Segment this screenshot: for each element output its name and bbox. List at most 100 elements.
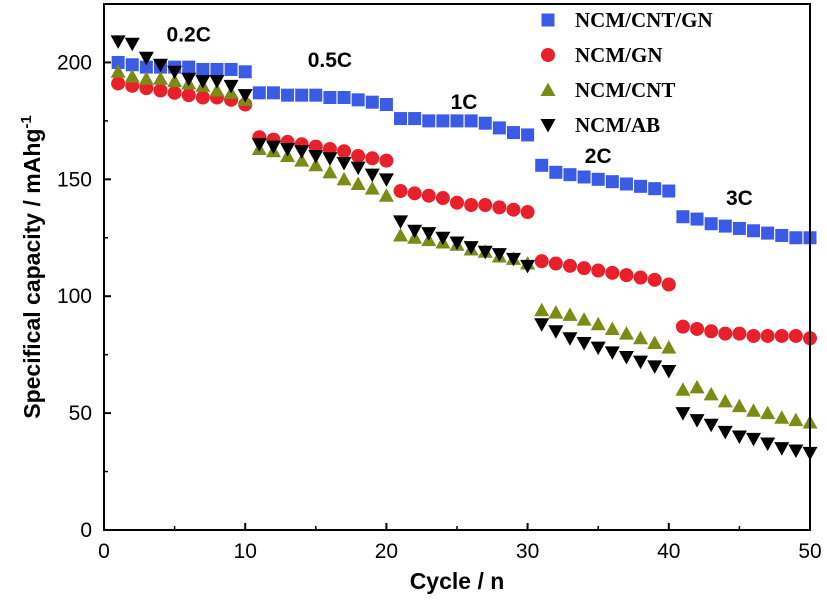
data-point xyxy=(562,332,578,346)
data-point xyxy=(323,91,337,105)
data-point xyxy=(746,403,762,417)
data-point xyxy=(604,321,620,335)
data-point xyxy=(450,195,464,210)
data-point xyxy=(703,386,719,401)
data-point xyxy=(576,336,592,351)
data-point xyxy=(196,62,210,76)
data-point xyxy=(351,93,365,107)
data-point xyxy=(152,58,168,73)
data-point xyxy=(634,179,648,193)
data-point xyxy=(591,172,605,186)
data-point xyxy=(224,62,238,76)
data-point xyxy=(520,205,535,220)
data-point xyxy=(378,188,394,202)
data-point xyxy=(365,95,379,109)
data-point xyxy=(703,418,719,433)
data-point xyxy=(718,219,732,233)
data-point xyxy=(788,412,804,427)
data-point xyxy=(534,302,550,317)
data-point xyxy=(223,79,239,94)
data-point xyxy=(436,114,450,128)
data-point xyxy=(689,414,705,428)
data-point xyxy=(153,83,168,98)
legend-item: NCM/AB xyxy=(540,113,660,137)
data-point xyxy=(633,330,649,345)
data-point xyxy=(675,319,690,334)
y-axis-title-superscript: -1 xyxy=(18,115,35,128)
rate-label: 1C xyxy=(451,91,478,114)
data-point xyxy=(746,432,762,447)
data-point xyxy=(350,161,366,176)
data-point xyxy=(520,259,536,274)
data-point xyxy=(393,227,409,242)
data-point xyxy=(110,64,126,78)
legend-label: NCM/CNT xyxy=(575,78,675,102)
data-point xyxy=(407,186,422,201)
data-point xyxy=(732,221,746,235)
axes-layer: 0 10 20 30 40 50 0 50 100 150 200 xyxy=(57,51,822,563)
data-point xyxy=(618,351,634,365)
data-point xyxy=(661,365,677,379)
data-point xyxy=(167,85,182,100)
data-point xyxy=(618,326,634,340)
data-point xyxy=(690,321,705,336)
y-axis-title: Specifical capacity / mAhg-1 xyxy=(18,115,45,419)
data-point xyxy=(365,151,380,166)
data-point xyxy=(238,65,252,79)
data-point xyxy=(195,90,210,105)
legend-marker xyxy=(540,119,556,133)
legend-label: NCM/CNT/GN xyxy=(575,8,713,32)
data-point xyxy=(563,168,577,182)
series-triangle-down xyxy=(110,35,818,461)
data-point xyxy=(562,258,577,273)
legend-item: NCM/GN xyxy=(541,43,663,67)
data-point xyxy=(717,393,733,408)
x-tick-label: 50 xyxy=(798,540,821,563)
series-circle xyxy=(111,76,817,346)
data-point xyxy=(534,318,550,332)
data-point xyxy=(251,138,267,152)
data-point xyxy=(182,60,196,74)
data-point xyxy=(747,224,761,238)
rate-label: 0.5C xyxy=(308,49,352,72)
data-point xyxy=(336,171,352,186)
data-point xyxy=(675,407,691,421)
data-point xyxy=(252,86,266,100)
data-point xyxy=(505,252,521,267)
data-point xyxy=(364,181,380,195)
data-point xyxy=(124,68,140,83)
data-point xyxy=(421,227,437,241)
data-point xyxy=(308,157,324,172)
y-tick-label: 150 xyxy=(57,168,92,191)
data-point xyxy=(364,168,380,183)
x-tick-label: 10 xyxy=(234,540,257,563)
data-point xyxy=(394,112,408,126)
data-point xyxy=(167,65,183,80)
legend-item: NCM/CNT xyxy=(540,78,675,102)
data-point xyxy=(492,121,506,135)
y-tick-label: 200 xyxy=(57,51,92,74)
data-point xyxy=(506,202,521,217)
rate-label: 0.2C xyxy=(167,23,211,46)
data-point xyxy=(760,437,776,452)
data-point xyxy=(633,270,648,285)
data-point xyxy=(378,173,394,187)
data-point xyxy=(746,328,761,343)
data-point xyxy=(111,76,126,91)
data-point xyxy=(322,164,338,179)
data-point xyxy=(775,228,789,242)
data-point xyxy=(124,37,140,52)
data-point xyxy=(577,170,591,184)
data-point xyxy=(675,382,691,396)
data-point xyxy=(506,126,520,140)
data-point xyxy=(718,326,733,341)
data-point xyxy=(379,98,393,112)
data-point xyxy=(731,430,747,444)
y-tick-label: 100 xyxy=(57,285,92,308)
data-point xyxy=(534,254,549,269)
data-point xyxy=(548,305,564,319)
data-point xyxy=(661,340,677,354)
data-point xyxy=(337,91,351,105)
data-point xyxy=(590,341,606,356)
data-point xyxy=(280,142,296,157)
